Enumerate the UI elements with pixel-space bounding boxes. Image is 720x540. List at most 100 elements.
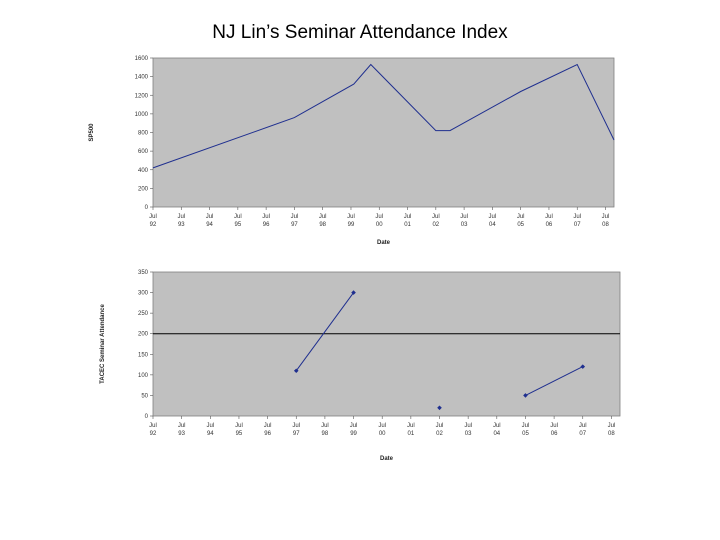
x-tick-label-year: 04 [489, 222, 496, 228]
x-tick-label-month: Jul [149, 214, 157, 220]
x-tick-label-month: Jul [432, 214, 440, 220]
x-tick-label-year: 95 [236, 431, 243, 437]
y-tick-label: 300 [138, 291, 149, 297]
x-tick-label-year: 99 [348, 222, 355, 228]
y-tick-label: 0 [145, 205, 149, 211]
x-tick-label-year: 96 [264, 431, 271, 437]
y-tick-label: 100 [138, 373, 149, 379]
y-tick-label: 800 [138, 131, 149, 137]
y-tick-label: 150 [138, 352, 149, 358]
x-tick-label-year: 94 [207, 431, 214, 437]
x-tick-label-month: Jul [517, 214, 525, 220]
x-tick-label-month: Jul [319, 214, 327, 220]
x-tick-label-year: 01 [404, 222, 411, 228]
x-tick-label-year: 05 [522, 431, 529, 437]
x-tick-label-month: Jul [178, 423, 186, 429]
x-tick-label-month: Jul [573, 214, 581, 220]
x-tick-label-year: 92 [150, 431, 157, 437]
x-tick-label-month: Jul [464, 423, 472, 429]
x-tick-label-month: Jul [407, 423, 415, 429]
x-tick-label-month: Jul [460, 214, 468, 220]
y-tick-label: 350 [138, 270, 149, 276]
x-tick-label-month: Jul [292, 423, 300, 429]
x-tick-label-year: 02 [436, 431, 443, 437]
y-tick-label: 0 [145, 414, 149, 420]
x-tick-label-month: Jul [545, 214, 553, 220]
x-tick-label-month: Jul [378, 423, 386, 429]
y-axis-title: TACEC Seminar Attendance [100, 303, 106, 383]
y-axis-title: SP500 [89, 123, 95, 142]
sp500-chart: 02004006008001000120014001600Jul92Jul93J… [89, 56, 615, 246]
x-tick-label-month: Jul [206, 423, 214, 429]
data-point-marker [523, 393, 528, 398]
x-tick-label-year: 05 [517, 222, 524, 228]
y-tick-label: 250 [138, 311, 149, 317]
x-tick-label-year: 03 [461, 222, 468, 228]
x-tick-label-year: 00 [376, 222, 383, 228]
x-tick-label-year: 93 [178, 431, 185, 437]
y-tick-label: 1600 [135, 56, 149, 62]
x-tick-label-year: 97 [291, 222, 298, 228]
y-tick-label: 200 [138, 332, 149, 338]
x-axis-title: Date [377, 240, 391, 246]
x-tick-label-year: 94 [206, 222, 213, 228]
y-tick-label: 600 [138, 149, 149, 155]
attendance-chart: 050100150200250300350Jul92Jul93Jul94Jul9… [100, 270, 621, 462]
x-axis-title: Date [380, 456, 394, 462]
slide-title: NJ Lin’s Seminar Attendance Index [212, 22, 508, 43]
y-tick-label: 1200 [135, 93, 149, 99]
x-tick-label-month: Jul [264, 423, 272, 429]
x-tick-label-month: Jul [347, 214, 355, 220]
y-tick-label: 1000 [135, 112, 149, 118]
x-tick-label-month: Jul [493, 423, 501, 429]
x-tick-label-year: 96 [263, 222, 270, 228]
x-tick-label-year: 98 [319, 222, 326, 228]
x-tick-label-year: 03 [465, 431, 472, 437]
x-tick-label-year: 93 [178, 222, 185, 228]
x-tick-label-year: 00 [379, 431, 386, 437]
data-point-marker [580, 364, 586, 369]
x-tick-label-year: 04 [493, 431, 500, 437]
x-tick-label-year: 06 [551, 431, 558, 437]
x-tick-label-year: 06 [546, 222, 553, 228]
x-tick-label-month: Jul [291, 214, 299, 220]
x-tick-label-month: Jul [321, 423, 329, 429]
y-tick-label: 1400 [135, 75, 149, 81]
x-tick-label-year: 95 [235, 222, 242, 228]
x-tick-label-month: Jul [262, 214, 270, 220]
x-tick-label-month: Jul [436, 423, 444, 429]
y-tick-label: 50 [141, 393, 148, 399]
x-tick-label-year: 07 [574, 222, 581, 228]
series-line-segment [525, 366, 584, 396]
x-tick-label-month: Jul [149, 423, 157, 429]
plot-area [152, 271, 621, 417]
x-tick-label-year: 01 [408, 431, 415, 437]
x-tick-label-year: 97 [293, 431, 300, 437]
x-tick-label-month: Jul [550, 423, 558, 429]
x-tick-label-month: Jul [234, 214, 242, 220]
x-tick-label-month: Jul [350, 423, 358, 429]
x-tick-label-month: Jul [608, 423, 616, 429]
x-tick-label-month: Jul [177, 214, 185, 220]
x-tick-label-year: 99 [350, 431, 357, 437]
x-tick-label-month: Jul [235, 423, 243, 429]
x-tick-label-month: Jul [404, 214, 412, 220]
plot-area [152, 57, 615, 208]
series-line-segment [295, 292, 355, 371]
y-tick-label: 200 [138, 186, 149, 192]
x-tick-label-year: 98 [322, 431, 329, 437]
x-tick-label-year: 08 [602, 222, 609, 228]
x-tick-label-month: Jul [489, 214, 497, 220]
x-tick-label-month: Jul [375, 214, 383, 220]
x-tick-label-month: Jul [579, 423, 587, 429]
x-tick-label-year: 02 [432, 222, 439, 228]
data-point-marker [437, 405, 442, 411]
x-tick-label-month: Jul [602, 214, 610, 220]
x-tick-label-year: 07 [579, 431, 586, 437]
x-tick-label-year: 08 [608, 431, 615, 437]
x-tick-label-month: Jul [522, 423, 530, 429]
y-tick-label: 400 [138, 168, 149, 174]
data-point-marker [293, 368, 299, 374]
x-tick-label-year: 92 [150, 222, 157, 228]
series-line [152, 63, 615, 169]
